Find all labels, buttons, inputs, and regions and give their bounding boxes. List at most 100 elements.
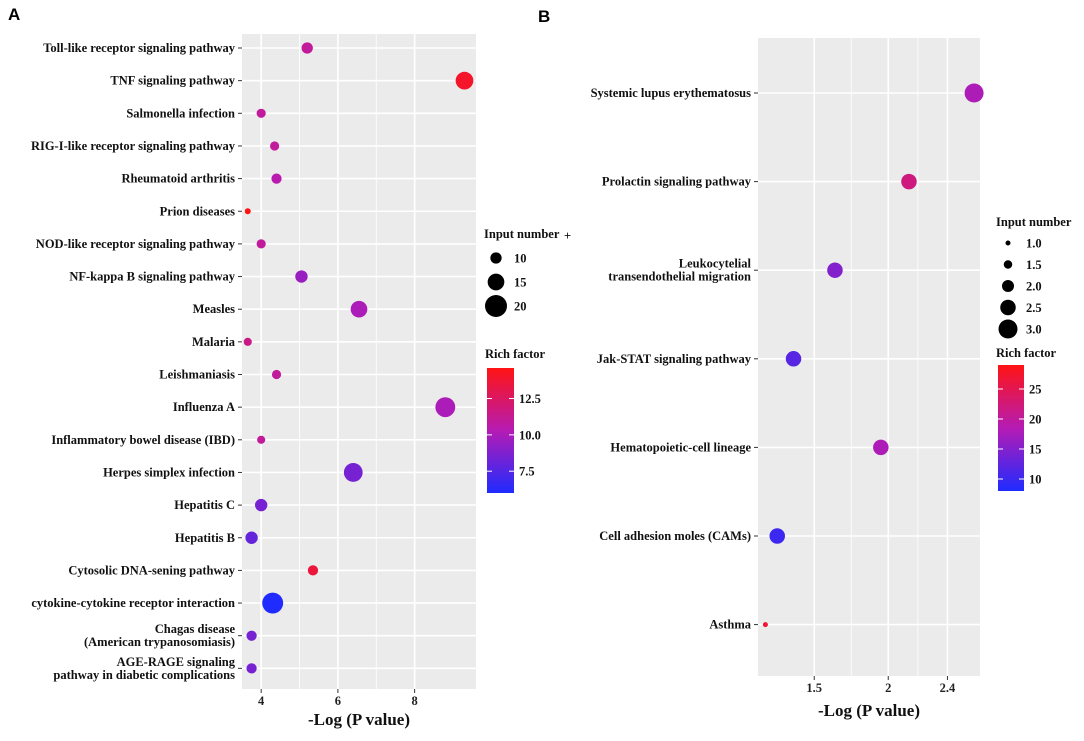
category-label: Leishmaniasis (159, 368, 235, 382)
cursor-mark: + (564, 229, 571, 243)
data-point (271, 369, 282, 380)
category-label: AGE-RAGE signaling pathway in diabetic co… (53, 655, 235, 682)
data-point (873, 439, 889, 456)
category-label-line: RIG-I-like receptor signaling pathway (31, 139, 236, 153)
size-legend-label: 3.0 (1026, 323, 1042, 337)
category-label: cytokine-cytokine receptor interaction (31, 596, 235, 610)
panel-B: B 1.5 2 2.4 -Log (P value) Systemic lupus ery… (538, 7, 1072, 720)
data-point (435, 397, 456, 418)
data-point (256, 239, 266, 249)
data-point (254, 498, 268, 512)
size-legend-label: 10 (514, 252, 527, 266)
x-tick-label: 4 (258, 694, 265, 708)
data-point (350, 300, 368, 318)
colorbar (487, 368, 514, 493)
data-point (785, 351, 802, 367)
size-legend-key (490, 252, 502, 264)
category-label: Chagas disease (American trypanosomiasis) (84, 622, 235, 649)
category-label: Hepatitis C (174, 498, 235, 512)
data-point (245, 531, 258, 544)
category-label-line: Prolactin signaling pathway (602, 175, 752, 189)
size-legend-key (1000, 299, 1016, 316)
category-label: Hepatitis B (175, 531, 235, 545)
size-legend-key (1003, 260, 1013, 269)
data-point (246, 630, 257, 641)
data-point (762, 622, 768, 628)
category-label-line: AGE-RAGE signaling (117, 655, 236, 669)
category-label-line: Hepatitis C (174, 498, 235, 512)
category-label-line: Toll-like receptor signaling pathway (43, 41, 236, 55)
data-point (901, 173, 917, 190)
data-point (271, 173, 282, 184)
category-label-line: NF-kappa B signaling pathway (69, 270, 235, 284)
category-label-line: Measles (193, 302, 235, 316)
data-point (769, 528, 785, 544)
category-label-line: (American trypanosomiasis) (84, 635, 235, 649)
x-axis-title: -Log (P value) (308, 710, 410, 729)
category-label: NF-kappa B signaling pathway (69, 270, 235, 284)
category-label: Jak-STAT signaling pathway (597, 352, 752, 366)
size-legend-key (1005, 240, 1011, 246)
data-point (256, 108, 266, 118)
x-tick-label: 8 (411, 694, 417, 708)
category-label: Toll-like receptor signaling pathway (43, 41, 236, 55)
category-label-line: pathway in diabetic complications (53, 668, 235, 682)
category-label-line: Leukocytelial (679, 257, 752, 271)
category-label: Hematopoietic-cell lineage (610, 440, 751, 454)
data-point (455, 71, 474, 90)
category-label-line: Hematopoietic-cell lineage (610, 440, 751, 454)
data-point (307, 565, 319, 576)
x-tick-label: 6 (335, 694, 341, 708)
category-label-line: TNF signaling pathway (110, 74, 235, 88)
plot-panel (242, 34, 476, 689)
colorbar (998, 365, 1024, 491)
size-legend-label: 20 (514, 300, 527, 314)
category-label: Salmonella infection (126, 106, 235, 120)
category-label-line: Jak-STAT signaling pathway (597, 352, 752, 366)
category-label-line: Influenza A (173, 400, 235, 414)
data-point (295, 270, 308, 283)
category-label: Malaria (192, 335, 236, 349)
category-label-line: Cell adhesion moles (CAMs) (599, 529, 751, 543)
category-label-line: cytokine-cytokine receptor interaction (31, 596, 235, 610)
data-point (246, 663, 257, 674)
category-label: Inflammatory bowel disease (IBD) (51, 433, 235, 447)
data-point (244, 208, 251, 215)
category-label: Leukocytelial transendothelial migration (608, 257, 751, 284)
category-label-line: Cytosolic DNA-sening pathway (68, 563, 235, 577)
category-label-line: Leishmaniasis (159, 368, 235, 382)
data-point (257, 435, 266, 444)
size-legend-title: Input number (484, 227, 560, 241)
category-label-line: Chagas disease (155, 622, 236, 636)
size-legend-label: 1.0 (1026, 237, 1042, 251)
category-label: Cytosolic DNA-sening pathway (68, 563, 235, 577)
category-label: Rheumatoid arthritis (121, 172, 235, 186)
size-legend-key (487, 273, 505, 291)
colorbar-label: 15 (1029, 443, 1042, 457)
size-legend-key (998, 319, 1018, 339)
category-label-line: Herpes simplex infection (103, 465, 235, 479)
category-label: Prolactin signaling pathway (602, 175, 752, 189)
color-legend-title: Rich factor (485, 347, 545, 361)
panel-label: A (8, 5, 20, 24)
colorbar-label: 25 (1029, 383, 1042, 397)
colorbar-label: 10 (1029, 473, 1042, 487)
category-label: Influenza A (173, 400, 235, 414)
category-label: Measles (193, 302, 235, 316)
category-label: TNF signaling pathway (110, 74, 235, 88)
category-label-line: Rheumatoid arthritis (121, 172, 235, 186)
x-tick-label: 2.4 (940, 681, 956, 695)
category-label-line: NOD-like receptor signaling pathway (36, 237, 236, 251)
colorbar-label: 7.5 (519, 465, 535, 479)
category-label-line: transendothelial migration (608, 270, 751, 284)
data-point (243, 337, 252, 346)
data-point (262, 592, 284, 614)
category-label: NOD-like receptor signaling pathway (36, 237, 236, 251)
category-label: Cell adhesion moles (CAMs) (599, 529, 751, 543)
category-label-line: Asthma (709, 618, 751, 632)
panel-label: B (538, 7, 550, 26)
data-point (270, 141, 280, 151)
category-label-line: Hepatitis B (175, 531, 235, 545)
panel-A: A 4 6 8-Log (P value) Toll-like receptor sig… (8, 5, 571, 729)
